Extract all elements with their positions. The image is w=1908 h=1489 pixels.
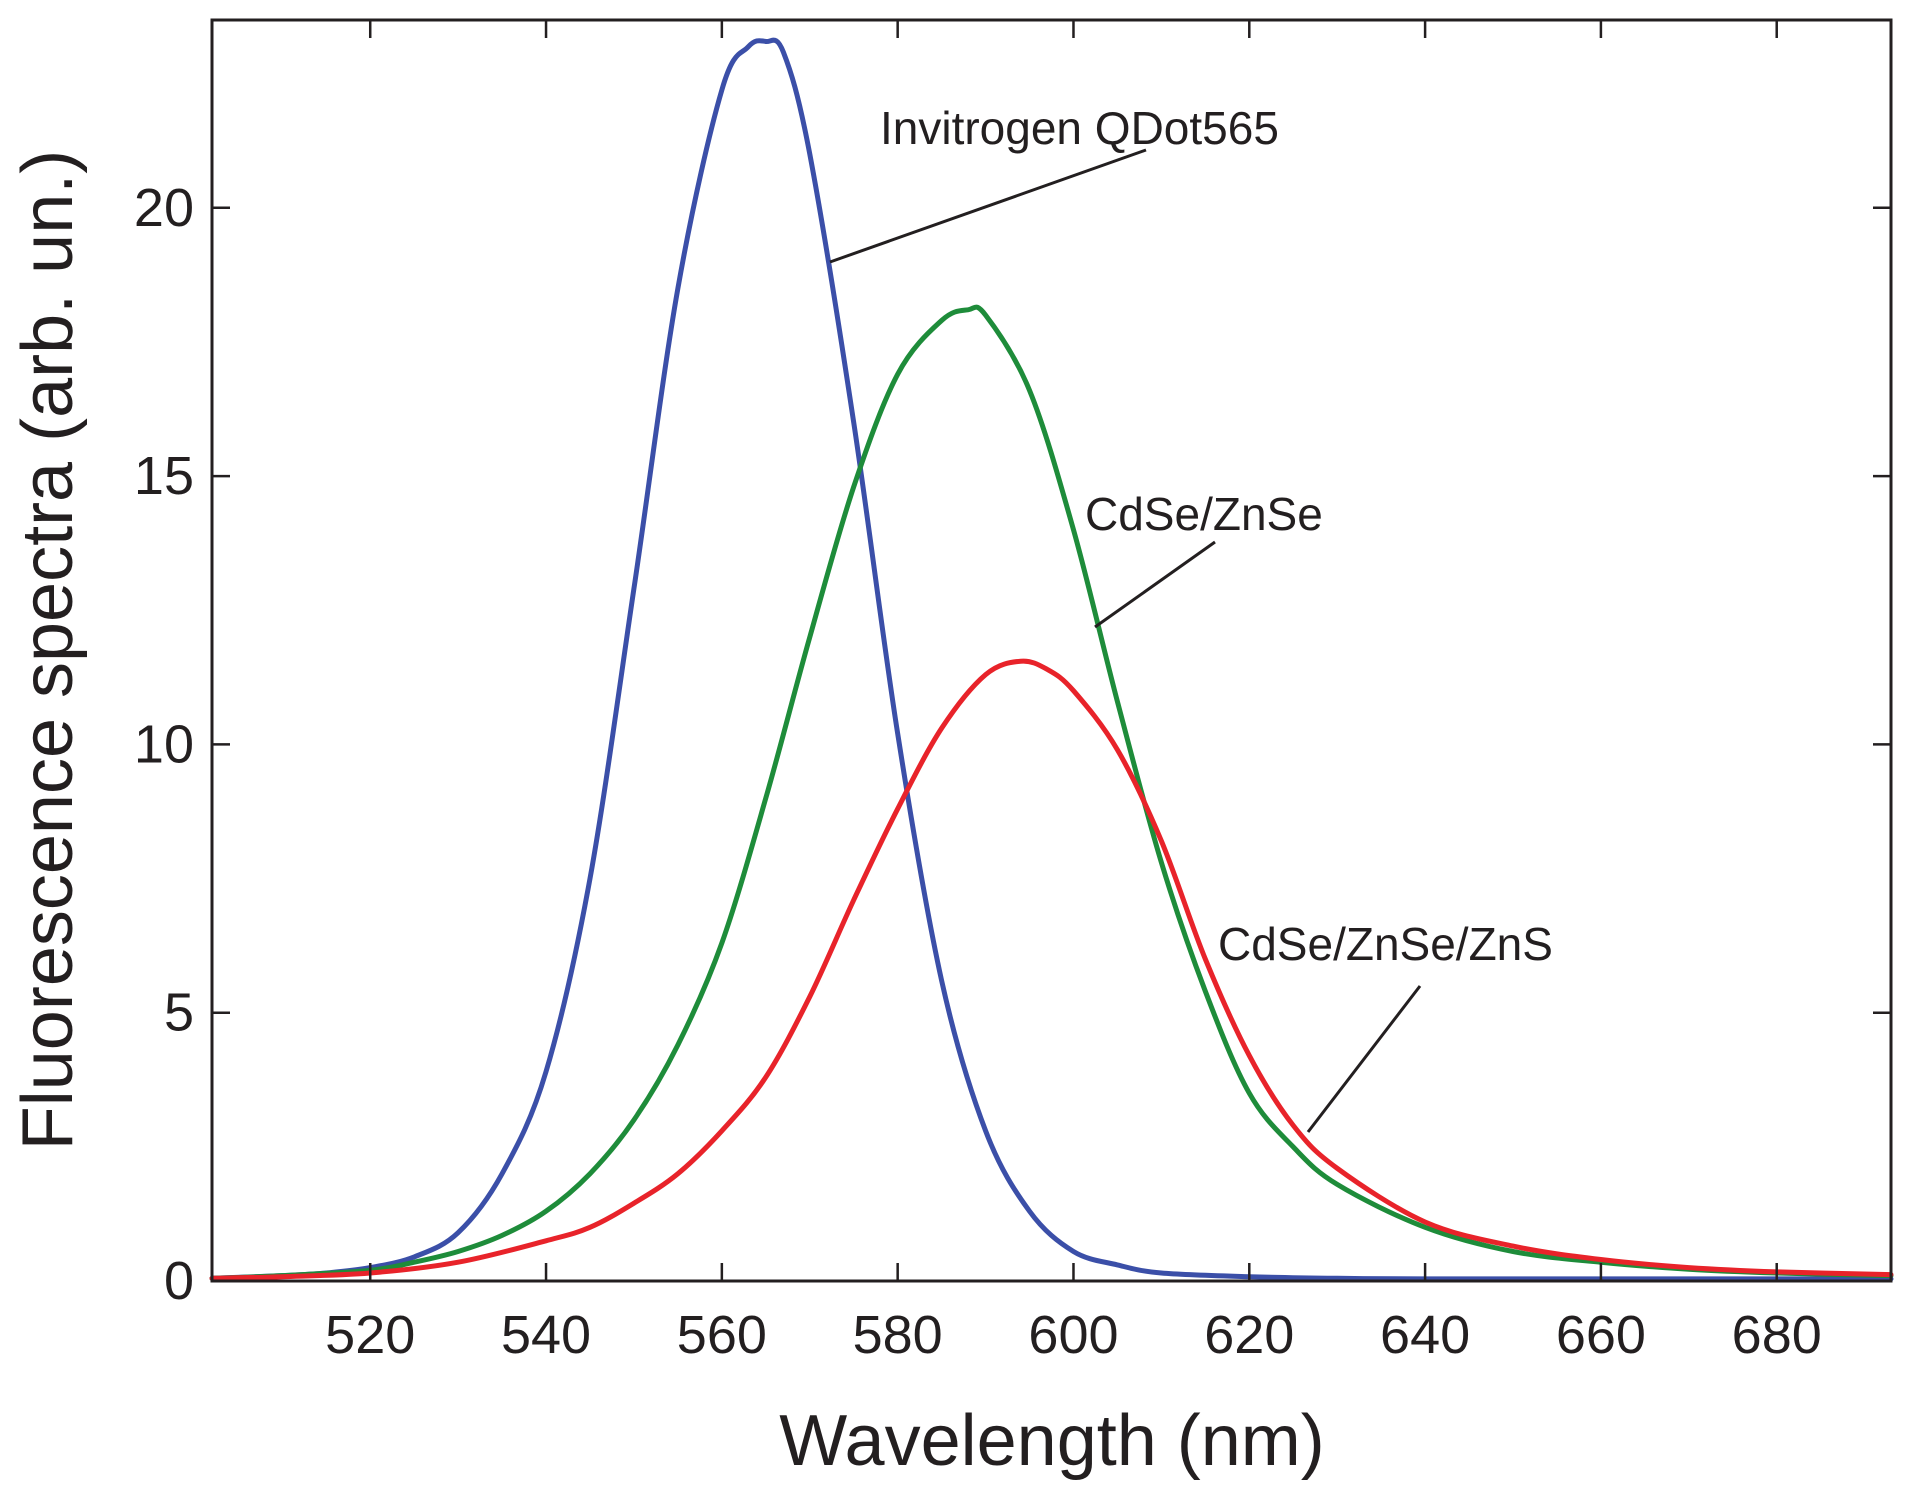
x-tick-label: 560 (677, 1305, 767, 1365)
y-axis-title: Fluorescence spectra (arb. un.) (8, 150, 88, 1150)
series-line-cdse-znse (209, 304, 1894, 1281)
y-tick-label: 5 (164, 983, 194, 1043)
series-layer (209, 37, 1894, 1282)
leader-line-qdot565 (829, 148, 1147, 264)
x-tick-label: 660 (1556, 1305, 1646, 1365)
y-tick-label: 15 (134, 446, 194, 506)
annotation-cdse-znse-zns: CdSe/ZnSe/ZnS (1218, 918, 1553, 970)
leader-line-cdse-znse-zns (1306, 985, 1422, 1133)
x-axis-title: Wavelength (nm) (779, 1401, 1325, 1481)
x-tick-label: 600 (1028, 1305, 1118, 1365)
y-tick-label: 0 (164, 1251, 194, 1311)
x-tick-label: 680 (1732, 1305, 1822, 1365)
series-line-invitrogen-qdot565 (209, 37, 1894, 1282)
annotation-cdse-znse: CdSe/ZnSe (1085, 488, 1323, 540)
y-tick-label: 20 (134, 178, 194, 238)
annotation-layer: Invitrogen QDot565 CdSe/ZnSe CdSe/ZnSe/Z… (829, 102, 1553, 1133)
x-tick-label: 520 (325, 1305, 415, 1365)
plot-frame (210, 18, 1893, 1283)
x-tick-label: 580 (853, 1305, 943, 1365)
series-line-cdse-znse-zns (209, 658, 1894, 1281)
y-tick-label: 10 (134, 714, 194, 774)
x-tick-label: 620 (1204, 1305, 1294, 1365)
x-tick-label: 540 (501, 1305, 591, 1365)
leader-line-cdse-znse (1094, 540, 1216, 629)
x-tick-label: 640 (1380, 1305, 1470, 1365)
annotation-qdot565: Invitrogen QDot565 (880, 102, 1279, 154)
ticks-layer: 520 540 560 580 600 620 640 660 680 0 5 10 15 20 (134, 20, 1891, 1365)
